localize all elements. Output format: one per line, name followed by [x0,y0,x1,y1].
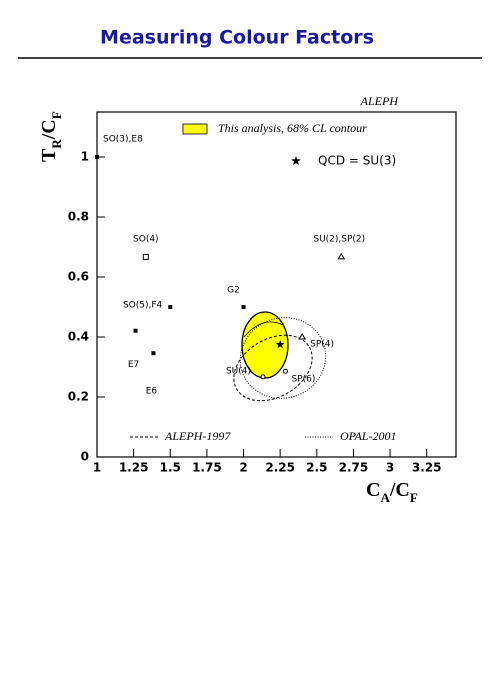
x-tick-label: 1 [93,461,101,475]
legend-label: ALEPH-1997 [164,429,231,443]
point [241,305,246,309]
legend-star [291,156,301,165]
y-tick-label: 0 [81,450,89,464]
point-label: SU(2),SP(2) [313,234,365,244]
legend-swatch [182,123,208,135]
point [133,328,138,333]
point-label: SP(6) [291,375,315,385]
slide-title: Measuring Colour Factors [100,27,374,49]
x-tick-label: 2 [239,461,247,475]
x-axis-label-part: C [366,479,380,501]
x-tick-label: 2.75 [339,461,369,475]
point-label: G2 [227,286,240,296]
x-tick-label: 3.25 [412,461,442,475]
point [142,253,149,260]
point-label: E6 [146,387,158,397]
legend-label: QCD = SU(3) [318,154,396,168]
x-axis-label: CA/CF [366,479,418,505]
x-tick-label: 1.75 [192,461,222,475]
point-label: E7 [128,360,139,370]
y-tick-label: 0.4 [68,330,89,344]
x-tick-label: 3 [386,461,394,475]
point-label: SO(4) [133,234,159,244]
contour-inner [243,321,284,338]
y-tick-label: 1 [81,150,89,164]
x-axis-label-part: F [410,490,418,505]
y-tick-label: 0.6 [68,270,89,284]
y-axis-label-part: /C [38,119,60,140]
y-tick-label: 0.8 [68,210,89,224]
point [151,351,156,356]
point [168,305,173,309]
legend-label: OPAL-2001 [340,429,396,443]
point [298,333,307,340]
point-label: SO(3),E8 [103,135,143,145]
x-axis-label-part: A [380,490,390,505]
plot-frame [96,111,457,458]
x-axis-label-part: /C [389,479,410,501]
point [275,340,285,349]
point-label: SU(4) [226,366,251,376]
y-axis-label-part: F [49,111,64,119]
legend-label: This analysis, 68% CL contour [218,121,367,135]
experiment-label: ALEPH [360,94,400,108]
y-axis-label-part: R [49,139,64,149]
contour [239,317,327,399]
point [282,368,288,374]
x-tick-label: 2.25 [265,461,295,475]
point-label: SP(4) [310,340,334,350]
y-tick-label: 0.2 [68,390,89,404]
y-axis-label: TR/CF [38,111,64,162]
contour [233,334,313,402]
point [95,155,99,159]
x-tick-label: 1.25 [119,461,149,475]
point-label: SO(5),F4 [123,301,163,311]
x-tick-label: 1.5 [160,461,181,475]
y-axis-label-part: T [38,148,60,162]
point [337,252,346,260]
point [260,374,266,380]
x-tick-label: 2.5 [306,461,327,475]
